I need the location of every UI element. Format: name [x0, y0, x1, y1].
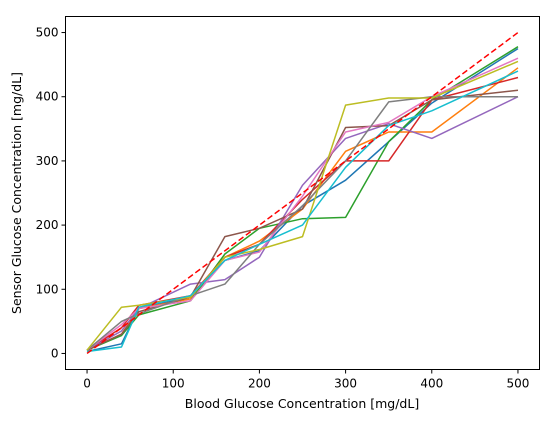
series-line-10	[86, 70, 519, 353]
x-tick-label: 200	[248, 377, 271, 391]
x-axis-label: Blood Glucose Concentration [mg/dL]	[185, 396, 419, 411]
x-tick-label: 100	[162, 377, 185, 391]
y-axis-label: Sensor Glucose Concentration [mg/dL]	[9, 72, 24, 314]
y-tick-label: 200	[36, 218, 59, 232]
plot-area	[86, 31, 519, 355]
series-line-8	[86, 95, 518, 351]
x-tick-label: 500	[507, 377, 530, 391]
x-axis: 0 100 200 300 400 500	[83, 369, 530, 391]
axes-frame	[65, 16, 540, 370]
y-tick-label: 0	[51, 346, 59, 360]
y-tick-label: 400	[36, 90, 59, 104]
x-tick-label: 0	[83, 377, 91, 391]
series-line-7	[86, 57, 519, 351]
series-line-9	[86, 60, 519, 351]
y-tick-label: 300	[36, 154, 59, 168]
series-line-5	[86, 96, 519, 351]
x-tick-label: 400	[420, 377, 443, 391]
y-tick-label: 500	[36, 26, 59, 40]
y-tick-label: 100	[36, 282, 59, 296]
x-tick-label: 300	[334, 377, 357, 391]
y-axis: 0 100 200 300 400 500	[36, 26, 66, 360]
